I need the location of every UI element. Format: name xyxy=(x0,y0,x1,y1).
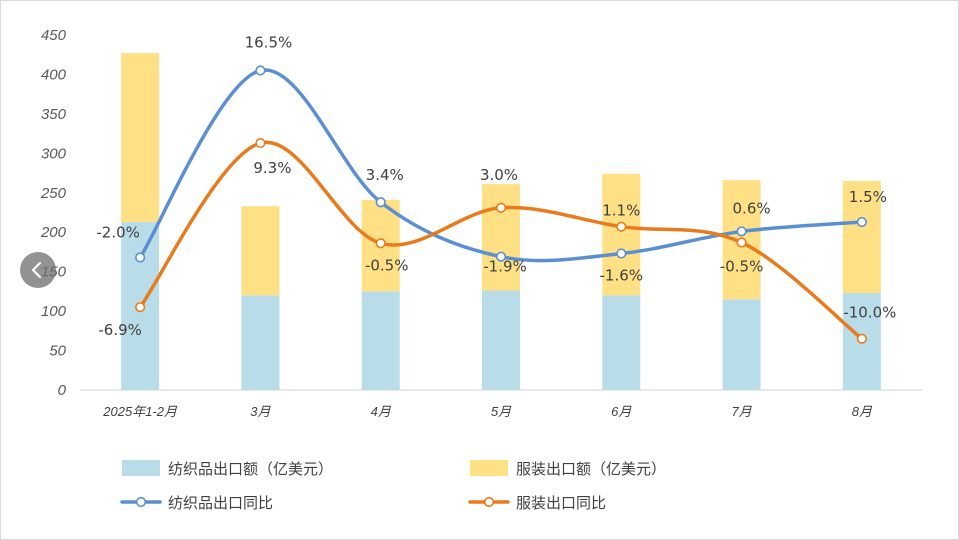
bar-apparel-export xyxy=(842,180,881,293)
y-tick-label: 450 xyxy=(41,27,67,44)
y-tick-label: 350 xyxy=(41,106,67,123)
prev-slide-button[interactable] xyxy=(20,252,56,288)
textile-yoy-point xyxy=(856,216,867,228)
data-label: 1.5% xyxy=(849,188,887,206)
bar-apparel-export xyxy=(121,53,160,222)
legend-apparel-export-label: 服装出口额（亿美元） xyxy=(516,460,666,478)
data-label: 3.4% xyxy=(366,166,404,184)
data-label: 9.3% xyxy=(253,159,291,177)
legend-textile-export-label: 纺织品出口额（亿美元） xyxy=(168,460,333,478)
bar-apparel-export xyxy=(602,173,641,296)
textile-yoy-point xyxy=(255,65,266,76)
data-label: 0.6% xyxy=(733,199,771,217)
bar-textile-export xyxy=(361,291,400,390)
bar-textile-export xyxy=(722,299,761,390)
data-label: -1.6% xyxy=(600,267,644,285)
data-label: -0.5% xyxy=(720,257,764,275)
x-tick-label: 4月 xyxy=(371,404,392,419)
bar-textile-export xyxy=(241,295,280,390)
apparel-yoy-point xyxy=(255,137,266,149)
y-tick-label: 200 xyxy=(40,224,67,241)
bar-apparel-export xyxy=(241,206,280,296)
data-label: -6.9% xyxy=(98,321,142,339)
data-label: 1.1% xyxy=(602,202,640,220)
y-tick-label: 300 xyxy=(41,145,67,162)
data-label: -0.5% xyxy=(365,256,409,274)
y-tick-label: 400 xyxy=(41,66,67,83)
y-tick-label: 250 xyxy=(40,185,67,202)
apparel-yoy-point xyxy=(736,237,747,248)
y-tick-label: 0 xyxy=(58,382,67,399)
x-tick-label: 5月 xyxy=(491,404,512,419)
legend-textile-yoy-marker xyxy=(135,496,147,508)
y-tick-label: 50 xyxy=(49,343,66,360)
legend-textile-yoy-label: 纺织品出口同比 xyxy=(168,494,273,512)
legend-apparel-export-swatch xyxy=(470,460,508,476)
data-label: -2.0% xyxy=(96,223,140,241)
bar-apparel-export xyxy=(482,184,520,291)
apparel-yoy-point xyxy=(856,333,867,344)
legend-apparel-yoy-label: 服装出口同比 xyxy=(516,494,606,512)
chevron-left-icon xyxy=(31,261,42,279)
x-tick-label: 3月 xyxy=(250,404,271,419)
data-label: 3.0% xyxy=(480,166,518,184)
textile-yoy-point xyxy=(616,248,627,259)
line-textile-yoy xyxy=(138,68,864,263)
bar-textile-export xyxy=(602,295,641,390)
apparel-yoy-point xyxy=(616,221,627,232)
textile-yoy-point xyxy=(495,251,507,262)
x-tick-label: 7月 xyxy=(731,404,752,419)
apparel-yoy-point xyxy=(495,202,507,213)
x-tick-label: 8月 xyxy=(852,404,873,419)
bar-textile-export xyxy=(482,290,520,390)
apparel-yoy-point xyxy=(135,302,146,313)
apparel-yoy-point xyxy=(375,238,386,249)
y-tick-label: 100 xyxy=(41,303,67,320)
textile-yoy-point xyxy=(736,226,747,237)
data-label: 16.5% xyxy=(245,34,293,52)
data-label: -10.0% xyxy=(843,304,896,322)
textile-yoy-point xyxy=(135,252,146,263)
data-label: -1.9% xyxy=(483,258,527,276)
x-tick-label: 6月 xyxy=(611,404,632,419)
legend-textile-export-swatch xyxy=(122,460,160,476)
textile-yoy-point xyxy=(375,197,386,208)
legend-apparel-yoy-marker xyxy=(483,496,495,508)
x-tick-label: 2025年1-2月 xyxy=(102,404,178,419)
